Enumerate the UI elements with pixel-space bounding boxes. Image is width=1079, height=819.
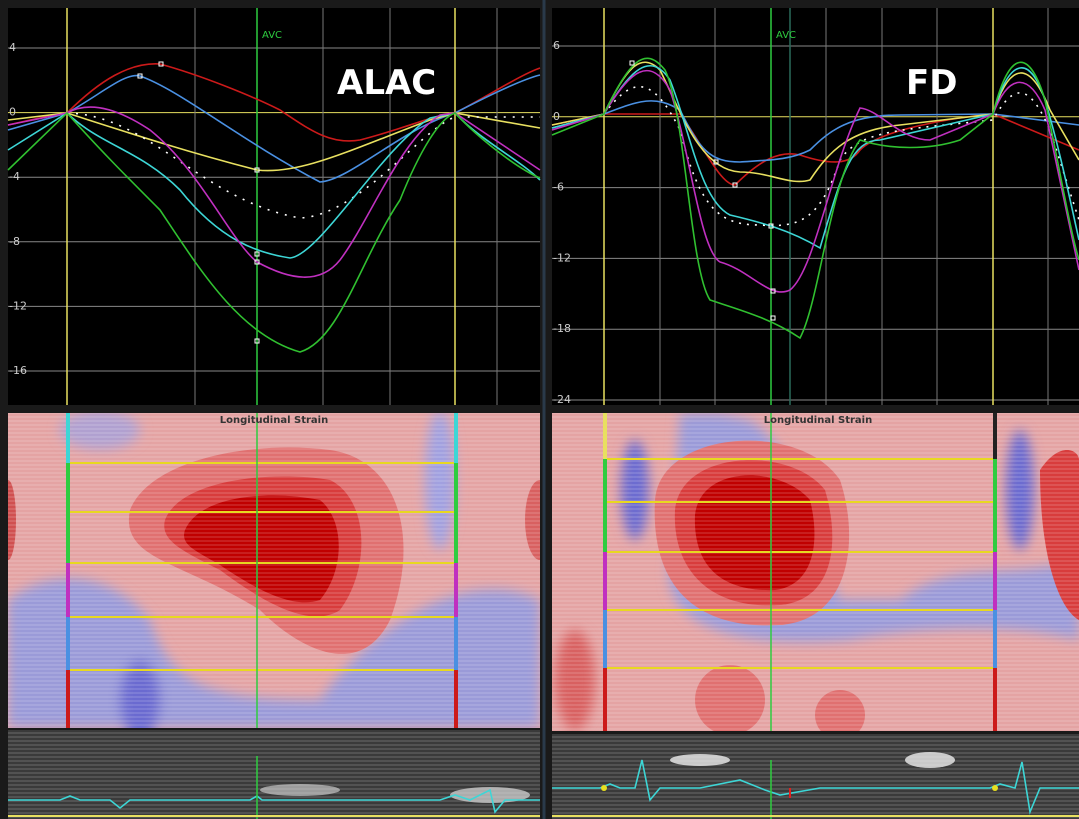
y-tick-label: 4 — [9, 41, 16, 54]
y-tick-label: -12 — [9, 299, 27, 312]
avc-label: AVC — [776, 30, 796, 41]
y-tick-label: -8 — [9, 235, 20, 248]
y-tick-label: -16 — [9, 364, 27, 377]
y-tick-label: 0 — [553, 110, 560, 123]
map-title: Longitudinal Strain — [764, 415, 872, 426]
y-tick-label: -24 — [553, 393, 571, 406]
panel-label: FD — [906, 63, 957, 103]
y-tick-label: 0 — [9, 106, 16, 119]
screen: AVC ALAC — [0, 0, 1079, 819]
avc-label: AVC — [262, 30, 282, 41]
y-tick-label: 6 — [553, 39, 560, 52]
strain-map: Longitudinal Strain — [0, 410, 555, 740]
strain-map: Longitudinal Strain — [552, 413, 1079, 740]
left-panel: AVC ALAC — [0, 8, 555, 819]
map-title: Longitudinal Strain — [220, 415, 328, 426]
y-tick-label: -12 — [553, 251, 571, 264]
y-tick-label: -18 — [553, 322, 571, 335]
y-tick-label: -6 — [553, 181, 564, 194]
panel-label: ALAC — [337, 63, 436, 103]
right-panel: AVC FD — [552, 8, 1079, 819]
strain-plot — [8, 8, 540, 405]
y-tick-label: -4 — [9, 170, 20, 183]
